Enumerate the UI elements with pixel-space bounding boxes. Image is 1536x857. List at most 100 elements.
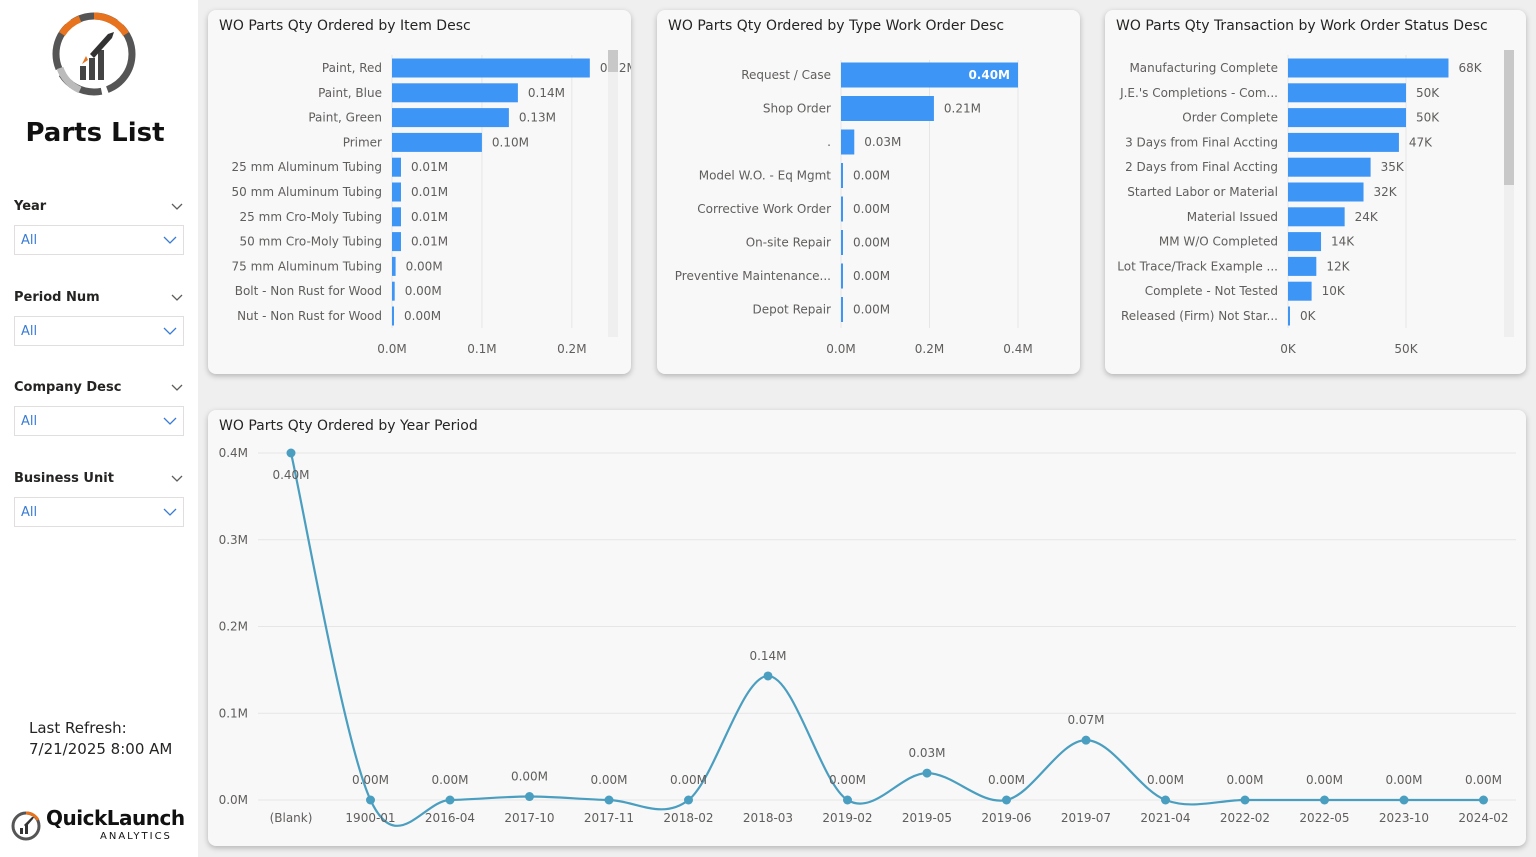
year-period-point[interactable]: [286, 448, 296, 458]
chevron-down-icon[interactable]: [170, 290, 184, 304]
item-desc-bar[interactable]: [392, 182, 401, 202]
type-wo-bar[interactable]: [841, 230, 843, 255]
item-desc-value-label: 0.00M: [406, 259, 443, 273]
year-period-chart-card[interactable]: 0.0M 0.1M 0.2M 0.3M 0.4M 0.40M (Blank) 0.00M 190…: [208, 410, 1526, 846]
type-wo-value-label: 0.40M: [968, 68, 1010, 82]
year-period-point[interactable]: [763, 671, 773, 681]
type-wo-chart-title: WO Parts Qty Ordered by Type Work Order …: [668, 18, 1005, 34]
type-wo-bar[interactable]: [841, 196, 843, 222]
year-period-point[interactable]: [1081, 735, 1091, 745]
company-desc-dropdown[interactable]: All: [14, 406, 184, 436]
status-bar[interactable]: [1288, 58, 1449, 78]
status-value-label: 10K: [1322, 284, 1346, 298]
brand-name: QuickLaunch: [46, 806, 185, 830]
type-wo-bar[interactable]: [841, 163, 843, 188]
item-desc-bar[interactable]: [392, 58, 590, 78]
type-wo-bar[interactable]: [841, 263, 843, 289]
type-wo-category-label: Depot Repair: [752, 303, 831, 317]
status-bar[interactable]: [1288, 132, 1399, 152]
type-wo-bar[interactable]: [841, 62, 1018, 88]
chevron-down-icon[interactable]: [170, 471, 184, 485]
type-wo-category-label: Preventive Maintenance...: [675, 269, 831, 283]
year-period-value-label: 0.00M: [1465, 773, 1502, 787]
item-desc-bar[interactable]: [392, 256, 396, 276]
last-refresh-label: Last Refresh:: [29, 719, 127, 737]
year-period-y-tick-label: 0.2M: [219, 620, 248, 634]
brand-rocket-icon: [11, 811, 41, 841]
year-period-point[interactable]: [445, 795, 455, 805]
period-num-slicer: Period Num All: [14, 288, 184, 346]
year-period-value-label: 0.00M: [988, 773, 1025, 787]
item-desc-bar[interactable]: [392, 306, 394, 326]
year-period-value-label: 0.14M: [749, 649, 786, 663]
status-chart-title: WO Parts Qty Transaction by Work Order S…: [1116, 18, 1488, 34]
status-scrollbar-thumb[interactable]: [1504, 50, 1514, 185]
business-unit-dropdown[interactable]: All: [14, 497, 184, 527]
item-desc-bar[interactable]: [392, 281, 395, 301]
year-dropdown[interactable]: All: [14, 225, 184, 255]
item-desc-x-tick-label: 0.0M: [377, 342, 406, 356]
status-bar[interactable]: [1288, 182, 1364, 202]
item-desc-bar[interactable]: [392, 132, 482, 152]
status-chart-card[interactable]: 0K 50K Manufacturing Complete 68K J.E.'s Com…: [1105, 10, 1526, 374]
year-period-point[interactable]: [1479, 795, 1488, 805]
item-desc-category-label: Paint, Blue: [318, 86, 382, 100]
year-period-point[interactable]: [1002, 795, 1011, 805]
type-wo-value-label: 0.00M: [853, 169, 890, 183]
year-period-point[interactable]: [843, 795, 852, 805]
status-bar[interactable]: [1288, 256, 1317, 276]
item-desc-bar[interactable]: [392, 232, 401, 252]
item-desc-value-label: 0.14M: [528, 86, 565, 100]
status-bar[interactable]: [1288, 306, 1290, 326]
year-period-point[interactable]: [366, 795, 375, 805]
item-desc-bar[interactable]: [392, 157, 401, 177]
status-bar[interactable]: [1288, 281, 1312, 301]
status-bar-chart[interactable]: 0K 50K Manufacturing Complete 68K J.E.'s Com…: [1105, 10, 1526, 374]
status-bar[interactable]: [1288, 157, 1371, 177]
year-period-value-label: 0.00M: [1147, 773, 1184, 787]
status-bar[interactable]: [1288, 108, 1406, 128]
year-period-point[interactable]: [525, 792, 534, 802]
item-desc-bar[interactable]: [392, 108, 509, 128]
status-bar[interactable]: [1288, 207, 1345, 227]
period-num-dropdown[interactable]: All: [14, 316, 184, 346]
type-wo-bar[interactable]: [841, 129, 855, 155]
year-period-value-label: 0.07M: [1067, 713, 1104, 727]
status-bar[interactable]: [1288, 232, 1322, 252]
item-desc-value-label: 0.01M: [411, 160, 448, 174]
year-period-chart-title: WO Parts Qty Ordered by Year Period: [219, 418, 478, 434]
year-period-point[interactable]: [1399, 795, 1409, 805]
item-desc-bar[interactable]: [392, 83, 518, 103]
type-wo-chart-card[interactable]: 0.0M 0.2M 0.4M Request / Case 0.40M Shop Orde…: [657, 10, 1080, 374]
item-desc-category-label: 75 mm Aluminum Tubing: [232, 259, 382, 273]
type-wo-bar-chart[interactable]: 0.0M 0.2M 0.4M Request / Case 0.40M Shop Orde…: [657, 10, 1080, 374]
item-desc-value-label: 0.00M: [405, 284, 442, 298]
year-period-x-tick-label: 2024-02: [1458, 811, 1508, 825]
status-bar[interactable]: [1288, 83, 1406, 103]
type-wo-bar[interactable]: [841, 96, 934, 121]
type-wo-bar[interactable]: [841, 297, 843, 322]
status-value-label: 68K: [1458, 61, 1482, 75]
year-period-point[interactable]: [922, 768, 932, 778]
chevron-down-icon[interactable]: [170, 380, 184, 394]
item-desc-value-label: 0.10M: [492, 135, 529, 149]
status-value-label: 50K: [1416, 86, 1440, 100]
year-period-point[interactable]: [684, 795, 693, 805]
type-wo-category-label: On-site Repair: [746, 236, 831, 250]
item-desc-bar[interactable]: [392, 207, 401, 227]
year-period-point[interactable]: [1320, 795, 1329, 805]
chevron-down-icon: [163, 327, 177, 335]
chevron-down-icon[interactable]: [170, 199, 184, 213]
company-desc-slicer-label: Company Desc: [14, 379, 122, 395]
item-desc-scrollbar-track[interactable]: [608, 50, 618, 337]
year-period-line-chart[interactable]: 0.0M 0.1M 0.2M 0.3M 0.4M 0.40M (Blank) 0.00M 190…: [208, 410, 1526, 846]
status-scrollbar-track[interactable]: [1504, 50, 1514, 337]
year-period-point[interactable]: [1240, 795, 1250, 805]
year-period-x-tick-label: 2017-11: [584, 811, 634, 825]
item-desc-scrollbar-thumb[interactable]: [608, 50, 618, 72]
type-wo-x-tick-label: 0.2M: [915, 342, 944, 356]
year-period-point[interactable]: [1161, 795, 1170, 805]
year-period-point[interactable]: [604, 795, 614, 805]
